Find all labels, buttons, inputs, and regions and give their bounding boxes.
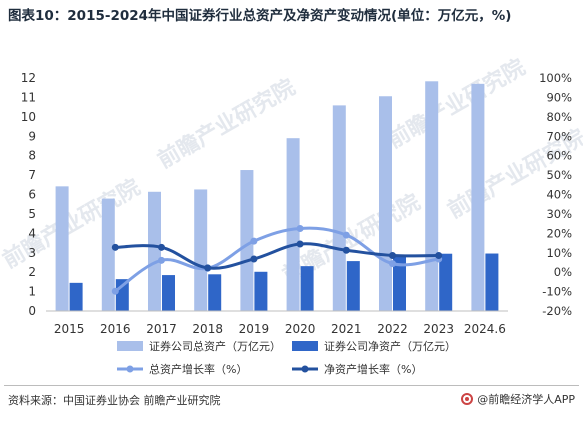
legend-total-growth-marker [126, 365, 134, 373]
right-axis-tick-label: 0% [554, 265, 572, 279]
right-axis-tick-label: 10% [546, 246, 572, 260]
right-axis-tick-label: 100% [539, 71, 572, 85]
legend-net-assets-label: 证券公司净资产（万亿元） [324, 339, 456, 353]
bar-total-assets [194, 189, 208, 311]
point-total-growth [296, 224, 304, 232]
x-axis-tick-label: 2021 [331, 322, 362, 336]
point-net-growth [250, 255, 258, 263]
x-axis-tick-label: 2018 [192, 322, 223, 336]
left-axis-tick-label: 0 [28, 304, 36, 318]
left-axis-tick-label: 1 [28, 285, 36, 299]
x-axis-tick-label: 2022 [377, 322, 408, 336]
watermark-text: 前瞻产业研究院 [0, 174, 145, 274]
point-total-growth [158, 256, 165, 264]
right-axis-tick-label: 50% [546, 168, 572, 182]
left-axis-tick-label: 6 [28, 188, 36, 202]
bar-net-assets [208, 274, 222, 311]
left-axis-tick-label: 12 [21, 71, 36, 85]
x-axis-tick-label: 2024.6 [464, 322, 506, 336]
x-axis-tick-label: 2016 [100, 322, 131, 336]
bar-net-assets [393, 256, 406, 311]
point-net-growth [158, 243, 165, 251]
brand-text: @前瞻经济学人APP [477, 393, 575, 406]
point-net-growth [296, 240, 304, 248]
bar-total-assets [425, 81, 439, 311]
left-axis-tick-label: 11 [21, 90, 36, 104]
chart-title: 图表10：2015-2024年中国证券行业总资产及净资产变动情况(单位：万亿元，… [8, 8, 512, 24]
point-net-growth [342, 246, 350, 254]
watermark-text: 前瞻产业研究院 [383, 54, 529, 154]
point-net-growth [435, 251, 443, 259]
bar-total-assets [240, 170, 254, 311]
left-axis-tick-label: 3 [28, 246, 36, 260]
right-axis-tick-label: 80% [546, 110, 572, 124]
axes-layer: 0123456789101112-20%-10%0%10%20%30%40%50… [21, 71, 572, 336]
right-axis-tick-label: 30% [546, 207, 572, 221]
left-axis-tick-label: 10 [21, 110, 36, 124]
left-axis-tick-label: 5 [28, 207, 36, 221]
bar-total-assets [148, 191, 161, 311]
right-axis-tick-label: 40% [546, 188, 572, 202]
bar-total-assets [55, 186, 69, 311]
point-net-growth [204, 264, 212, 272]
x-axis-tick-label: 2023 [423, 322, 454, 336]
legend-net-growth-label: 净资产增长率（%） [324, 362, 422, 376]
brand-logo-icon [461, 393, 474, 405]
left-axis-tick-label: 9 [28, 129, 36, 143]
x-axis-tick-label: 2020 [285, 322, 316, 336]
point-net-growth [389, 251, 396, 259]
left-axis-tick-label: 2 [28, 265, 36, 279]
point-total-growth [250, 237, 258, 245]
bar-net-assets [254, 271, 268, 311]
left-axis-tick-label: 8 [28, 149, 36, 163]
bar-net-assets [69, 282, 83, 311]
point-total-growth [342, 231, 350, 239]
brand-signature: @前瞻经济学人APP [461, 391, 575, 407]
bar-total-assets [471, 83, 485, 311]
x-axis-tick-label: 2017 [146, 322, 177, 336]
bar-net-assets [346, 261, 360, 311]
watermark-text: 前瞻产业研究院 [153, 74, 299, 174]
legend-total-growth-label: 总资产增长率（%） [149, 362, 247, 376]
footer-divider [4, 385, 579, 386]
bars-layer [55, 81, 499, 311]
bar-total-assets [286, 138, 300, 311]
bar-total-assets [101, 198, 115, 311]
right-axis-tick-label: 20% [546, 226, 572, 240]
right-axis-tick-label: 70% [546, 129, 572, 143]
right-axis-tick-label: 60% [546, 149, 572, 163]
bar-net-assets [162, 275, 175, 311]
point-net-growth [111, 243, 119, 251]
left-axis-tick-label: 4 [28, 226, 36, 240]
legend-layer: 证券公司总资产（万亿元） 证券公司净资产（万亿元） 总资产增长率（%） 净资产增长率（… [117, 339, 456, 376]
lines-layer [111, 224, 443, 295]
legend-net-assets-swatch [292, 341, 318, 351]
x-axis-tick-label: 2019 [239, 322, 270, 336]
bar-net-assets [300, 266, 314, 311]
right-axis-tick-label: 90% [546, 90, 572, 104]
legend-net-growth-marker [301, 365, 309, 373]
bar-total-assets [379, 96, 392, 311]
legend-total-assets-swatch [117, 341, 143, 351]
point-total-growth [389, 260, 396, 268]
x-axis-tick-label: 2015 [54, 322, 85, 336]
right-axis-tick-label: -10% [542, 285, 572, 299]
bar-net-assets [485, 253, 499, 311]
right-axis-tick-label: -20% [542, 304, 572, 318]
line-total-growth [114, 226, 439, 293]
bar-total-assets [332, 105, 346, 311]
legend-total-assets-label: 证券公司总资产（万亿元） [149, 339, 281, 353]
line-net-growth [115, 242, 439, 270]
bar-net-assets [439, 253, 453, 311]
source-note: 资料来源：中国证券业协会 前瞻产业研究院 [8, 394, 221, 407]
point-total-growth [111, 287, 119, 295]
left-axis-tick-label: 7 [28, 168, 36, 182]
